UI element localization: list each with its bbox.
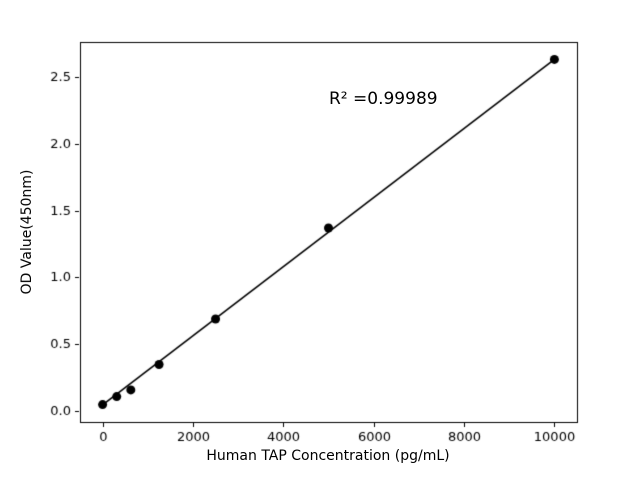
y-axis-label: OD Value(450nm) (19, 169, 35, 295)
x-axis-label: Human TAP Concentration (pg/mL) (206, 448, 450, 464)
r-squared-annotation: R² =0.99989 (329, 89, 438, 109)
